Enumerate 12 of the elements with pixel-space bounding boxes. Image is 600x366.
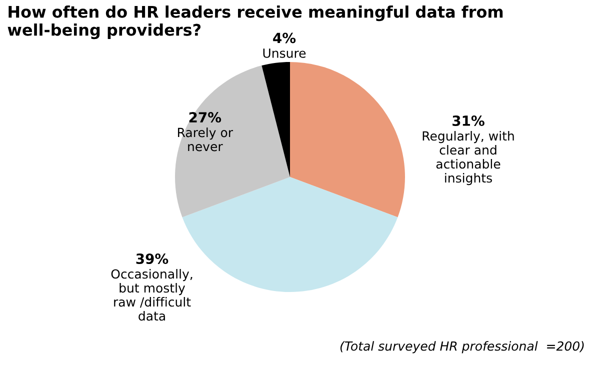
pie-slice [262,62,290,177]
data-label: 27% [189,112,222,123]
data-label: 39% [136,254,168,264]
slice-label: Rarely or never [178,128,234,152]
pie-slice [175,66,290,218]
slice-label: Unsure [263,48,306,58]
data-label: 31% [452,116,484,126]
text: (Total surveyed HR professional =200) [340,341,584,354]
slice-label: Occasionally, but mostly raw /difficult data [111,269,192,321]
data-label: 4% [273,32,296,44]
pie-slice [290,62,405,218]
slice-label: Regularly, with clear and actionable insights [422,131,514,186]
